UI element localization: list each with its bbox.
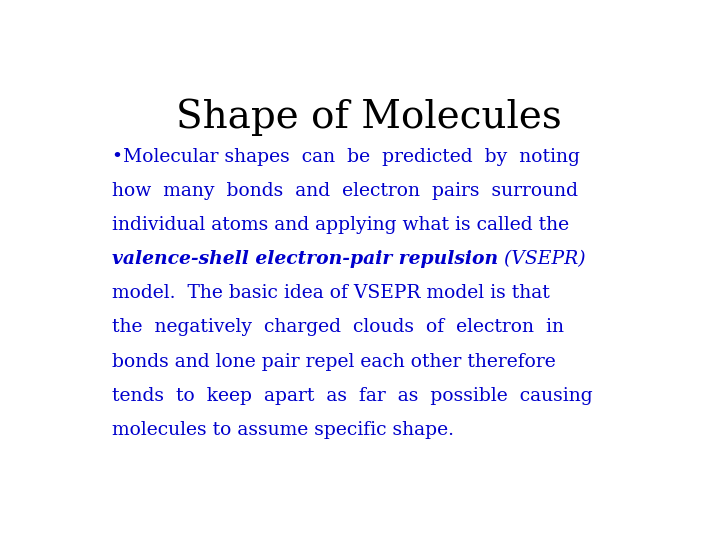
Text: bonds and lone pair repel each other therefore: bonds and lone pair repel each other the… (112, 353, 556, 370)
Text: (VSEPR): (VSEPR) (498, 250, 586, 268)
Text: the  negatively  charged  clouds  of  electron  in: the negatively charged clouds of electro… (112, 319, 564, 336)
Text: tends  to  keep  apart  as  far  as  possible  causing: tends to keep apart as far as possible c… (112, 387, 593, 404)
Text: molecules to assume specific shape.: molecules to assume specific shape. (112, 421, 454, 438)
Text: valence-shell electron-pair repulsion: valence-shell electron-pair repulsion (112, 250, 498, 268)
Text: •Molecular shapes  can  be  predicted  by  noting: •Molecular shapes can be predicted by no… (112, 148, 580, 166)
Text: how  many  bonds  and  electron  pairs  surround: how many bonds and electron pairs surrou… (112, 182, 578, 200)
Text: model.  The basic idea of VSEPR model is that: model. The basic idea of VSEPR model is … (112, 285, 550, 302)
Text: Shape of Molecules: Shape of Molecules (176, 98, 562, 136)
Text: individual atoms and applying what is called the: individual atoms and applying what is ca… (112, 216, 570, 234)
